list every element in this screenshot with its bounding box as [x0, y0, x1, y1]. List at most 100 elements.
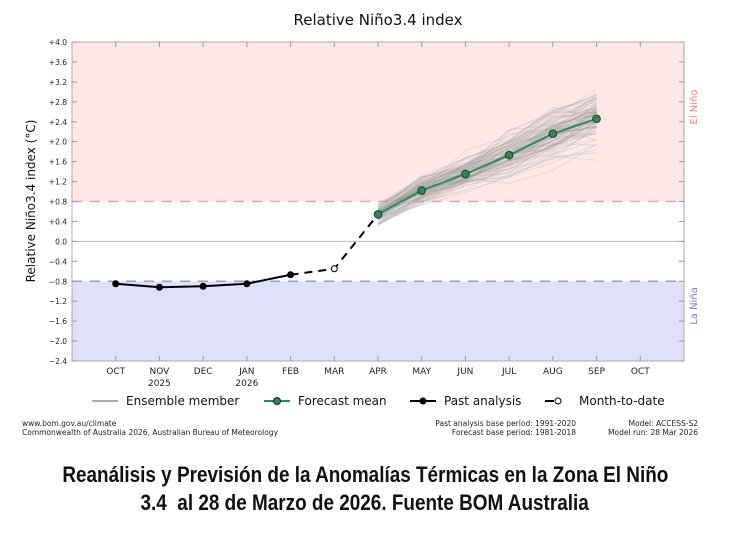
ensemble-member-line: [377, 121, 597, 211]
legend-mtd-marker: [554, 397, 562, 405]
forecast-mean-point: [592, 114, 601, 124]
ensemble-member-line: [377, 109, 597, 214]
legend-ensemble-label: Ensemble member: [126, 394, 239, 408]
y-tick-label: +3.2: [49, 78, 67, 87]
ensemble-member-line: [377, 103, 597, 212]
x-tick-label: AUG: [543, 367, 563, 377]
x-tick-label: FEB: [282, 367, 299, 377]
x-tick-label: NOV: [150, 367, 171, 377]
y-tick-label: +0.8: [49, 198, 67, 207]
ensemble-member-line: [377, 122, 597, 211]
ensemble-member-line: [377, 131, 597, 219]
ensemble-member-line: [377, 107, 597, 221]
ensemble-member-line: [377, 112, 597, 220]
ensemble-member-line: [377, 93, 597, 208]
legend: Ensemble member Forecast mean Past analy…: [92, 394, 665, 408]
ensemble-member-line: [377, 96, 597, 209]
y-tick-label: −2.0: [49, 337, 67, 346]
ensemble-member-line: [377, 106, 597, 211]
ensemble-member-line: [377, 120, 597, 207]
forecast-mean-point: [548, 129, 558, 139]
x-tick-label: MAR: [324, 367, 344, 377]
footer-past-base: Past analysis base period: 1991-2020: [435, 419, 576, 428]
footer-forecast-base: Forecast base period: 1981-2018: [452, 428, 576, 437]
ensemble-member-line: [377, 114, 597, 218]
ensemble-member-line: [377, 144, 597, 225]
ensemble-member-line: [377, 149, 597, 226]
ensemble-member-line: [377, 97, 597, 207]
ensemble-member-line: [377, 96, 597, 212]
y-tick-label: +1.2: [49, 178, 67, 187]
ensemble-member-line: [377, 128, 597, 224]
ensemble-member-line: [377, 125, 597, 227]
ensemble-member-line: [377, 115, 597, 213]
ensemble-member-line: [377, 97, 597, 214]
ensemble-member-line: [377, 133, 597, 218]
y-tick-label: +2.4: [49, 118, 67, 127]
footer-copyright: Commonwealth of Australia 2026, Australi…: [22, 428, 279, 437]
ensemble-member-line: [377, 111, 597, 215]
y-tick-label: +2.0: [49, 138, 67, 147]
ensemble-member-line: [377, 139, 597, 225]
ensemble-member-line: [377, 125, 597, 223]
y-tick-label: +2.8: [49, 98, 67, 107]
ensemble-member-line: [377, 97, 597, 211]
year-label: 2025: [148, 379, 171, 389]
ensemble-member-line: [377, 108, 597, 218]
ensemble-member-line: [377, 143, 597, 226]
ensemble-member-line: [377, 106, 597, 209]
forecast-mean-point: [417, 186, 427, 195]
ensemble-member-line: [377, 130, 597, 218]
ensemble-member-line: [377, 126, 597, 225]
ensemble-member-line: [377, 119, 597, 215]
ensemble-member-line: [377, 123, 597, 219]
forecast-mean-point: [504, 150, 514, 160]
y-tick-label: −0.8: [49, 277, 67, 286]
ensemble-member-line: [377, 120, 597, 219]
ensemble-member-line: [377, 152, 597, 220]
y-tick-label: +4.0: [49, 38, 67, 47]
legend-forecast-label: Forecast mean: [298, 394, 387, 408]
ensemble-member-line: [377, 155, 597, 222]
ensemble-member-line: [377, 107, 597, 216]
y-tick-label: +0.4: [49, 217, 67, 226]
x-tick-label: SEP: [588, 367, 605, 377]
ensemble-member-line: [377, 121, 597, 225]
ensemble-member-line: [377, 103, 597, 213]
ensemble-member-line: [377, 117, 597, 214]
ensemble-member-line: [377, 114, 597, 214]
ensemble-member-line: [377, 111, 597, 211]
ensemble-member-line: [377, 124, 597, 212]
year-label: 2026: [235, 379, 258, 389]
x-tick-label: JUN: [456, 367, 473, 377]
past-analysis-point: [112, 280, 120, 288]
el-nino-label: El Niño: [689, 90, 700, 125]
ensemble-member-line: [377, 122, 597, 215]
ensemble-member-line: [377, 109, 597, 211]
past-analysis-point: [243, 280, 251, 288]
y-tick-label: −0.4: [49, 257, 67, 266]
chart-title: Relative Niño3.4 index: [294, 11, 463, 29]
y-tick-label: −1.2: [49, 297, 67, 306]
ensemble-member-line: [377, 121, 597, 217]
ensemble-member-line: [377, 111, 597, 215]
ensemble-member-line: [377, 105, 597, 220]
ensemble-member-line: [377, 119, 597, 213]
legend-mtd-label: Month-to-date: [579, 394, 665, 408]
x-tick-label: OCT: [106, 367, 125, 377]
y-tick-label: +3.6: [49, 58, 67, 67]
ensemble-member-line: [377, 112, 597, 215]
y-tick-label: −1.6: [49, 317, 67, 326]
ensemble-member-line: [377, 127, 597, 220]
legend-past-marker: [419, 397, 427, 405]
ensemble-member-line: [377, 107, 597, 210]
ensemble-member-line: [377, 106, 597, 211]
ensemble-member-line: [377, 133, 597, 216]
forecast-mean-line: [377, 117, 597, 216]
footer: www.bom.gov.au/climate Commonwealth of A…: [22, 419, 698, 437]
ensemble-member-line: [377, 111, 597, 212]
x-tick-label: JUL: [501, 367, 516, 377]
forecast-mean-point: [373, 210, 383, 219]
caption-line-1: Reanálisis y Previsión de la Anomalías T…: [0, 462, 730, 488]
ensemble-member-line: [377, 107, 597, 210]
